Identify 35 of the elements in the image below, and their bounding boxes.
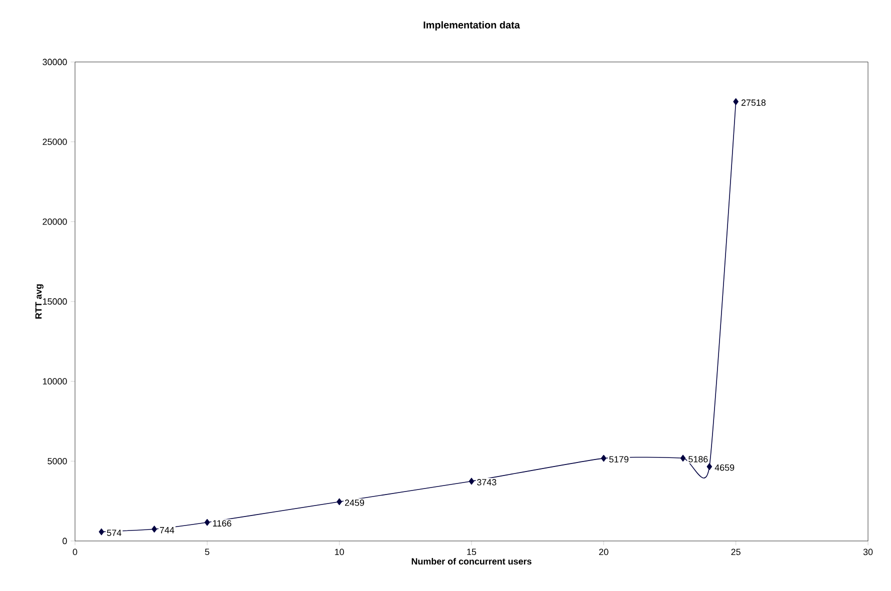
point (152, 526, 157, 533)
point (601, 454, 606, 462)
y-tick-label: 0 (62, 538, 67, 544)
point (98, 528, 104, 536)
x-tick-label: 30 (863, 548, 873, 556)
data-label: 5179 (609, 456, 628, 462)
data-label: 574 (107, 530, 122, 536)
data-label: 3743 (477, 479, 496, 486)
x-tick-label: 5 (205, 548, 210, 556)
y-tick-label: 5000 (48, 458, 67, 464)
chart-title: Implementation data (424, 21, 520, 30)
y-axis-title: RTT avg (35, 284, 44, 319)
x-tick-label: 25 (731, 548, 740, 556)
x-tick-label: 15 (467, 548, 476, 556)
data-label: 4659 (714, 464, 734, 471)
data-label: 2459 (344, 500, 364, 506)
point (733, 98, 738, 106)
x-tick-label: 20 (599, 548, 608, 556)
data-label: 27518 (741, 99, 766, 106)
y-tick-label: 10000 (42, 378, 67, 384)
point (706, 463, 712, 470)
data-label: 5186 (688, 456, 708, 462)
point (204, 518, 210, 526)
x-axis-title: Number of concurrent users (412, 558, 532, 565)
point (336, 498, 342, 506)
point (468, 478, 474, 485)
x-tick-label: 10 (335, 548, 344, 556)
x-tick-label: 0 (72, 548, 78, 556)
y-tick-label: 30000 (42, 58, 67, 66)
y-tick-label: 25000 (42, 138, 67, 145)
data-label: 744 (160, 527, 174, 534)
y-tick-label: 20000 (42, 218, 67, 225)
data-label: 1166 (213, 520, 232, 527)
point (680, 454, 686, 462)
y-tick-label: 15000 (42, 298, 67, 305)
